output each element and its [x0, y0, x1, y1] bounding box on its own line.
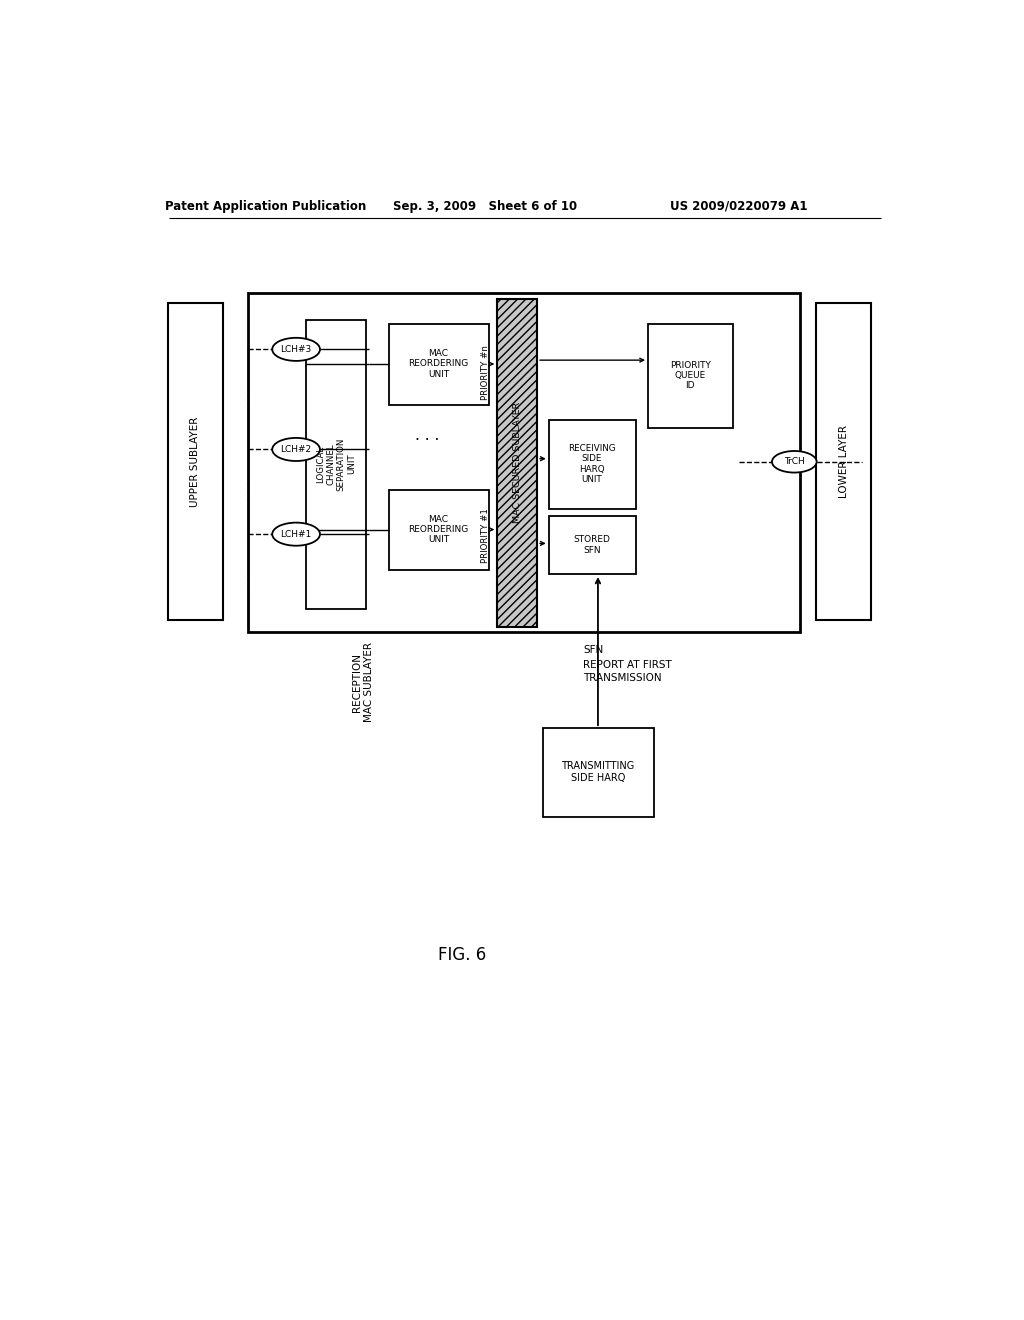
Bar	[816, 304, 871, 620]
Text: LCH#3: LCH#3	[281, 345, 311, 354]
Bar	[539, 321, 739, 590]
Text: PRIORITY #1: PRIORITY #1	[481, 508, 490, 564]
Text: UPPER SUBLAYER: UPPER SUBLAYER	[190, 417, 201, 507]
Text: TRANSMISSION: TRANSMISSION	[584, 673, 662, 684]
Ellipse shape	[272, 523, 319, 545]
Text: SFN: SFN	[584, 644, 603, 655]
Text: MAC
REORDERING
UNIT: MAC REORDERING UNIT	[409, 515, 469, 544]
Text: LCH#2: LCH#2	[281, 445, 311, 454]
Bar	[497, 300, 538, 627]
Bar	[168, 304, 223, 620]
Ellipse shape	[272, 338, 319, 360]
Text: FIG. 6: FIG. 6	[437, 946, 485, 965]
Text: PRIORITY
QUEUE
ID: PRIORITY QUEUE ID	[670, 360, 711, 391]
Text: . . .: . . .	[415, 428, 439, 444]
Text: LOGICAL
CHANNEL
SEPARATION
UNIT: LOGICAL CHANNEL SEPARATION UNIT	[316, 437, 356, 491]
Bar	[388, 490, 488, 570]
Ellipse shape	[772, 451, 816, 473]
Text: REPORT AT FIRST: REPORT AT FIRST	[584, 660, 672, 671]
Text: RECEPTION
MAC SUBLAYER: RECEPTION MAC SUBLAYER	[352, 642, 374, 722]
Text: RECEIVING
SIDE
HARQ
UNIT: RECEIVING SIDE HARQ UNIT	[568, 444, 615, 484]
Bar	[388, 323, 488, 405]
Text: LCH#1: LCH#1	[281, 529, 311, 539]
Bar	[543, 729, 654, 817]
Text: Sep. 3, 2009   Sheet 6 of 10: Sep. 3, 2009 Sheet 6 of 10	[392, 199, 577, 213]
Bar	[549, 516, 636, 574]
Bar	[306, 321, 367, 609]
Bar	[549, 420, 636, 508]
Text: PRIORITY #n: PRIORITY #n	[481, 345, 490, 400]
Bar	[370, 313, 499, 582]
Text: MAC
REORDERING
UNIT: MAC REORDERING UNIT	[409, 348, 469, 379]
Text: LOWER LAYER: LOWER LAYER	[839, 425, 849, 498]
Text: MAC SECURED SUBLAYER: MAC SECURED SUBLAYER	[513, 401, 521, 523]
Text: Patent Application Publication: Patent Application Publication	[165, 199, 366, 213]
Text: TrCH: TrCH	[784, 457, 805, 466]
Text: STORED
SFN: STORED SFN	[573, 535, 610, 554]
Ellipse shape	[272, 438, 319, 461]
Bar	[648, 323, 733, 428]
Text: US 2009/0220079 A1: US 2009/0220079 A1	[670, 199, 808, 213]
Bar	[248, 293, 801, 632]
Text: TRANSMITTING
SIDE HARQ: TRANSMITTING SIDE HARQ	[561, 762, 635, 783]
